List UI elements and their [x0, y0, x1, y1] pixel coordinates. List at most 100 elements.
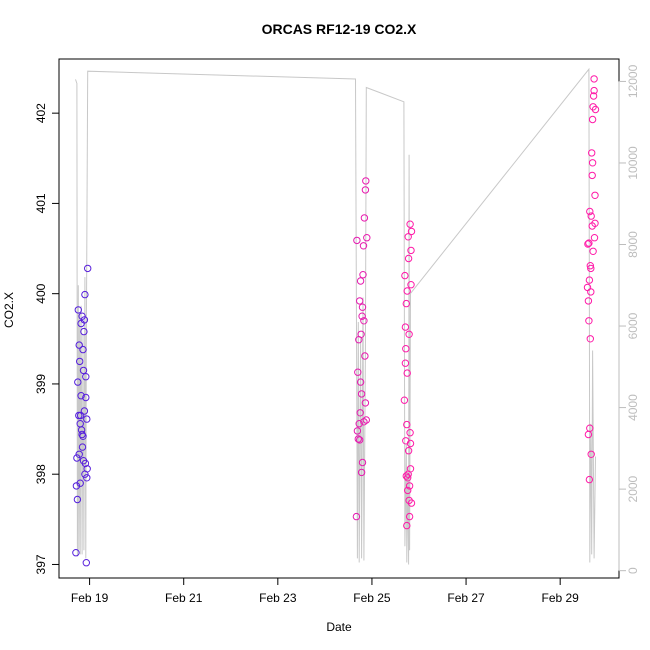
co2-points	[72, 75, 600, 567]
data-point-31	[79, 366, 88, 375]
data-point-22	[82, 559, 91, 567]
data-point-96	[584, 240, 592, 248]
data-point-111	[591, 191, 599, 200]
data-point-113	[585, 276, 594, 284]
x-tick-label-0: Feb 19	[71, 591, 109, 605]
data-point-114	[586, 262, 594, 270]
data-point-121	[587, 288, 595, 296]
y2-tick-label-3: 6000	[626, 312, 640, 339]
y2-tick-label-5: 10000	[626, 146, 640, 180]
x-axis-label: Date	[326, 620, 352, 634]
y-tick-label-3: 400	[34, 283, 48, 303]
data-point-67	[401, 323, 410, 331]
y-tick-label-5: 402	[34, 103, 48, 123]
data-point-79	[407, 281, 415, 289]
y2-tick-label-4: 8000	[626, 231, 640, 258]
data-point-94	[407, 227, 416, 236]
data-point-58	[363, 234, 371, 242]
data-point-54	[361, 352, 369, 360]
data-point-82	[403, 420, 411, 429]
data-point-92	[402, 472, 410, 480]
data-point-100	[586, 207, 594, 216]
x-tick-label-5: Feb 29	[541, 591, 579, 605]
data-point-63	[357, 390, 366, 398]
y2-tick-label-6: 12000	[626, 64, 640, 98]
data-point-26	[75, 341, 83, 349]
data-point-23	[83, 415, 91, 423]
data-point-89	[405, 496, 413, 505]
data-point-72	[404, 486, 412, 495]
x-tick-label-1: Feb 21	[165, 591, 203, 605]
data-point-123	[591, 219, 599, 228]
data-point-91	[407, 246, 415, 255]
data-point-102	[587, 264, 595, 273]
y2-tick-label-2: 4000	[626, 394, 640, 421]
data-point-2	[73, 454, 81, 462]
data-point-37	[353, 236, 361, 245]
data-point-62	[360, 317, 368, 325]
data-point-45	[356, 277, 365, 285]
data-point-57	[362, 416, 370, 424]
data-point-36	[352, 512, 361, 521]
data-point-17	[80, 327, 88, 336]
data-point-103	[587, 450, 595, 458]
data-point-116	[588, 171, 596, 180]
data-point-49	[358, 458, 367, 467]
data-point-70	[403, 521, 411, 530]
data-point-55	[361, 186, 370, 194]
data-point-122	[588, 159, 597, 167]
data-point-38	[353, 427, 362, 435]
data-point-50	[359, 271, 367, 279]
data-point-33	[81, 470, 89, 478]
data-point-27	[76, 420, 84, 428]
data-point-59	[356, 436, 364, 444]
y2-tick-label-0: 0	[626, 567, 640, 574]
data-point-88	[404, 470, 412, 478]
data-point-77	[406, 220, 414, 228]
y-tick-label-1: 398	[34, 464, 48, 484]
data-point-99	[585, 475, 594, 484]
data-point-32	[77, 392, 85, 400]
data-point-52	[360, 418, 368, 426]
x-tick-label-2: Feb 23	[259, 591, 297, 605]
data-point-81	[402, 345, 410, 353]
data-point-65	[400, 396, 409, 404]
data-point-109	[590, 75, 598, 83]
data-point-118	[590, 86, 598, 95]
data-point-84	[404, 254, 413, 263]
data-point-86	[406, 439, 415, 448]
data-point-108	[589, 92, 598, 100]
data-point-5	[74, 306, 83, 314]
data-point-40	[354, 435, 362, 443]
data-point-13	[78, 312, 86, 320]
data-point-48	[358, 312, 366, 320]
x-tick-label-3: Feb 25	[353, 591, 391, 605]
data-point-19	[81, 290, 89, 299]
data-point-30	[82, 393, 90, 402]
data-point-25	[84, 264, 92, 273]
data-point-18	[80, 407, 89, 415]
data-point-56	[362, 177, 370, 185]
data-point-8	[76, 357, 84, 366]
data-point-71	[403, 369, 411, 377]
data-point-90	[406, 429, 414, 437]
y2-axis: 0 2000 4000 6000 8000 10000 12000	[618, 64, 640, 574]
data-point-73	[404, 233, 412, 241]
data-point-29	[80, 316, 89, 324]
x-axis: Feb 19 Feb 21 Feb 23 Feb 25 Feb 27 Feb 29	[71, 577, 579, 605]
y2-tick-label-1: 2000	[626, 475, 640, 502]
data-point-34	[79, 432, 87, 440]
data-point-124	[585, 239, 593, 247]
data-point-4	[74, 378, 82, 386]
data-point-9	[76, 479, 84, 487]
data-point-76	[405, 512, 414, 521]
chart-title: ORCAS RF12-19 CO2.X	[262, 21, 417, 37]
data-point-3	[73, 495, 82, 504]
x-tick-label-4: Feb 27	[447, 591, 485, 605]
data-point-42	[355, 420, 363, 428]
data-point-35	[83, 474, 91, 482]
data-point-10	[76, 411, 85, 420]
data-point-47	[357, 468, 366, 477]
secondary-series-line	[75, 67, 596, 565]
